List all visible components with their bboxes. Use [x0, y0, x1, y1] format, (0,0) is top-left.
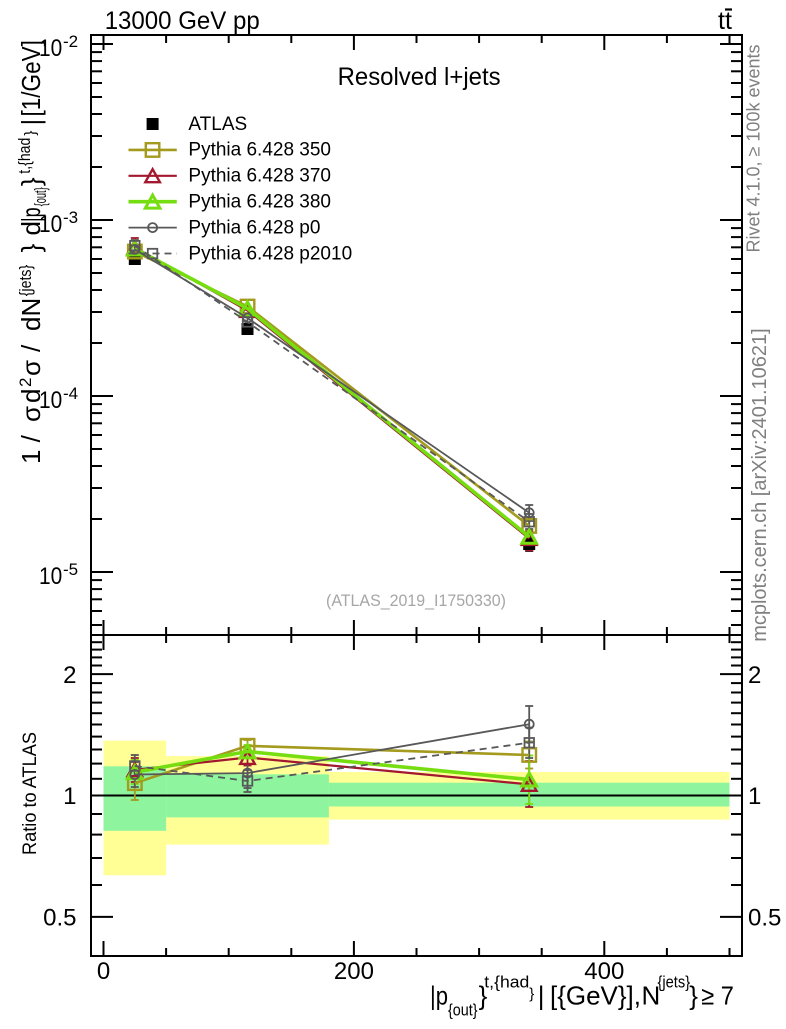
- svg-text:0.5: 0.5: [43, 905, 76, 932]
- svg-text:-3: -3: [63, 208, 78, 227]
- svg-text:mcplots.cern.ch [arXiv:2401.10: mcplots.cern.ch [arXiv:2401.10621]: [749, 328, 771, 642]
- svg-text:(ATLAS_2019_I1750330): (ATLAS_2019_I1750330): [326, 591, 506, 610]
- svg-text:13000 GeV pp: 13000 GeV pp: [105, 7, 260, 35]
- svg-text:Pythia 6.428 350: Pythia 6.428 350: [188, 140, 331, 161]
- svg-text:Rivet 4.1.0, ≥ 100k events: Rivet 4.1.0, ≥ 100k events: [744, 45, 764, 253]
- svg-text:|p{out}}t,{had}|[{GeV}],N{jets: |p{out}}t,{had} | [{GeV}],N{jets}} ≥ 7: [430, 973, 734, 1020]
- svg-text:Pythia 6.428 370: Pythia 6.428 370: [188, 166, 331, 187]
- svg-text:10: 10: [39, 35, 62, 62]
- svg-text:Pythia 6.428 p2010: Pythia 6.428 p2010: [188, 243, 352, 264]
- svg-text:200: 200: [334, 958, 374, 985]
- svg-text:-5: -5: [63, 560, 78, 579]
- svg-text:1: 1: [63, 783, 76, 810]
- svg-text:10: 10: [39, 211, 62, 238]
- svg-text:0.5: 0.5: [748, 905, 781, 932]
- svg-text:Pythia 6.428 380: Pythia 6.428 380: [188, 192, 331, 213]
- svg-text:Ratio to ATLAS: Ratio to ATLAS: [20, 732, 41, 855]
- svg-text:-4: -4: [63, 384, 78, 403]
- svg-text:Pythia 6.428 p0: Pythia 6.428 p0: [188, 217, 320, 238]
- svg-text:1: 1: [748, 783, 761, 810]
- svg-text:ATLAS: ATLAS: [188, 114, 247, 135]
- svg-text:Resolved l+jets: Resolved l+jets: [338, 63, 501, 91]
- svg-text:-2: -2: [63, 32, 78, 51]
- svg-text:10: 10: [39, 563, 62, 590]
- svg-text:1 /σd2σ/dN{jets}}d|p{out}}t,{h: 1 /σd2σ/dN{jets}}d|p{out}}t,{had}|[1/GeV…: [15, 40, 50, 464]
- svg-text:tt: tt: [718, 7, 732, 35]
- svg-text:2: 2: [748, 662, 761, 689]
- svg-text:10: 10: [39, 387, 62, 414]
- svg-text:0: 0: [97, 958, 110, 985]
- svg-text:400: 400: [584, 958, 624, 985]
- svg-text:2: 2: [63, 662, 76, 689]
